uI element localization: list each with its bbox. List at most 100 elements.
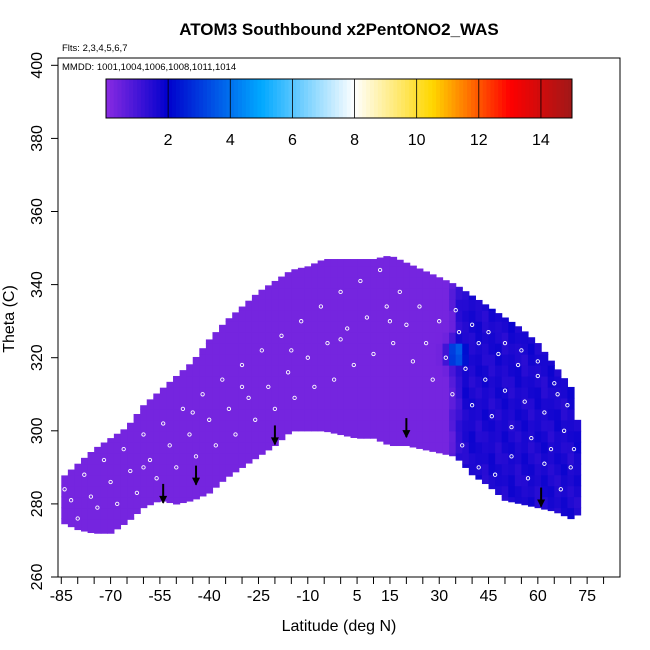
field-cell: [501, 321, 509, 333]
field-cell: [422, 386, 430, 399]
field-cell: [284, 310, 292, 322]
field-cell: [527, 375, 536, 388]
field-cell: [449, 430, 457, 443]
field-cell: [554, 441, 562, 454]
field-cell: [376, 365, 384, 377]
field-cell: [350, 397, 358, 410]
field-cell: [416, 288, 424, 300]
field-cell: [107, 529, 115, 534]
field-cell: [251, 430, 260, 443]
field-cell: [514, 463, 522, 476]
field-cell: [488, 463, 496, 476]
field-cell: [383, 386, 391, 399]
field-cell: [127, 485, 135, 498]
field-cell: [514, 354, 522, 366]
y-tick-label: 360: [29, 198, 46, 225]
field-cell: [527, 485, 536, 498]
field-cell: [422, 397, 430, 410]
field-cell: [567, 441, 575, 454]
field-cell: [416, 408, 424, 421]
field-cell: [383, 430, 391, 443]
field-cell: [311, 288, 319, 300]
field-cell: [521, 408, 529, 421]
colorbar-slice: [292, 79, 297, 118]
field-cell: [429, 277, 437, 289]
field-cell: [330, 430, 338, 434]
field-cell: [403, 277, 411, 289]
field-cell: [541, 452, 549, 465]
field-cell: [389, 256, 398, 267]
colorbar-slice: [168, 79, 173, 118]
field-cell: [337, 375, 345, 388]
field-cell: [311, 299, 319, 311]
field-cell: [153, 408, 161, 421]
field-cell: [468, 365, 476, 377]
field-cell: [330, 408, 338, 421]
field-cell: [225, 332, 233, 344]
field-cell: [291, 397, 299, 410]
colorbar-slice: [389, 79, 394, 118]
field-cell: [527, 386, 536, 399]
field-cell: [219, 430, 227, 443]
sample-point: [325, 340, 330, 346]
field-cell: [567, 397, 575, 410]
field-cell: [258, 354, 266, 366]
field-cell: [271, 386, 279, 399]
field-cell: [324, 288, 332, 300]
colorbar-tick-label: 4: [226, 132, 235, 149]
field-cell: [403, 299, 411, 311]
field-cell: [560, 397, 569, 410]
colorbar-slice: [408, 79, 414, 118]
sample-point: [331, 377, 337, 382]
field-cell: [212, 485, 220, 488]
field-cell: [495, 313, 503, 322]
field-cell: [396, 299, 404, 311]
field-cell: [376, 397, 384, 410]
field-cell: [330, 299, 338, 311]
colorbar-slice: [552, 79, 557, 118]
field-cell: [311, 419, 319, 432]
field-cell: [350, 430, 358, 438]
field-cell: [442, 332, 450, 344]
field-cell: [140, 405, 148, 410]
field-cell: [317, 397, 325, 410]
x-tick-label: -25: [247, 588, 270, 605]
field-cell: [376, 375, 384, 388]
field-cell: [389, 332, 398, 344]
field-cell: [495, 397, 503, 410]
field-cell: [547, 452, 555, 465]
colorbar-slice: [179, 79, 185, 118]
field-cell: [232, 365, 240, 377]
field-cell: [573, 485, 582, 498]
field-cell: [495, 430, 503, 443]
field-cell: [100, 485, 108, 498]
field-cell: [481, 304, 490, 311]
sample-point: [338, 289, 343, 295]
field-cell: [554, 474, 562, 487]
field-cell: [186, 364, 194, 366]
field-cell: [173, 375, 181, 388]
field-cell: [219, 343, 227, 355]
field-cell: [113, 507, 122, 520]
colorbar-slice: [405, 79, 410, 118]
x-tick-label: -55: [148, 588, 171, 605]
field-cell: [409, 332, 417, 344]
field-cell: [113, 474, 122, 487]
sample-point: [476, 465, 481, 470]
field-cell: [81, 507, 89, 520]
field-cell: [120, 463, 128, 476]
field-cell: [324, 266, 332, 278]
field-cell: [87, 452, 95, 465]
field-cell: [501, 485, 509, 498]
colorbar-slice: [269, 79, 274, 118]
sample-point: [68, 498, 74, 503]
sample-point: [141, 465, 146, 470]
colorbar-slice: [513, 79, 519, 118]
chart-title: ATOM3 Southbound x2PentONO2_WAS: [179, 20, 499, 39]
field-cell: [311, 332, 319, 344]
field-cell: [449, 397, 457, 410]
sample-point: [108, 479, 113, 485]
field-cell: [192, 408, 200, 421]
field-cell: [271, 299, 279, 311]
field-cell: [179, 496, 187, 504]
